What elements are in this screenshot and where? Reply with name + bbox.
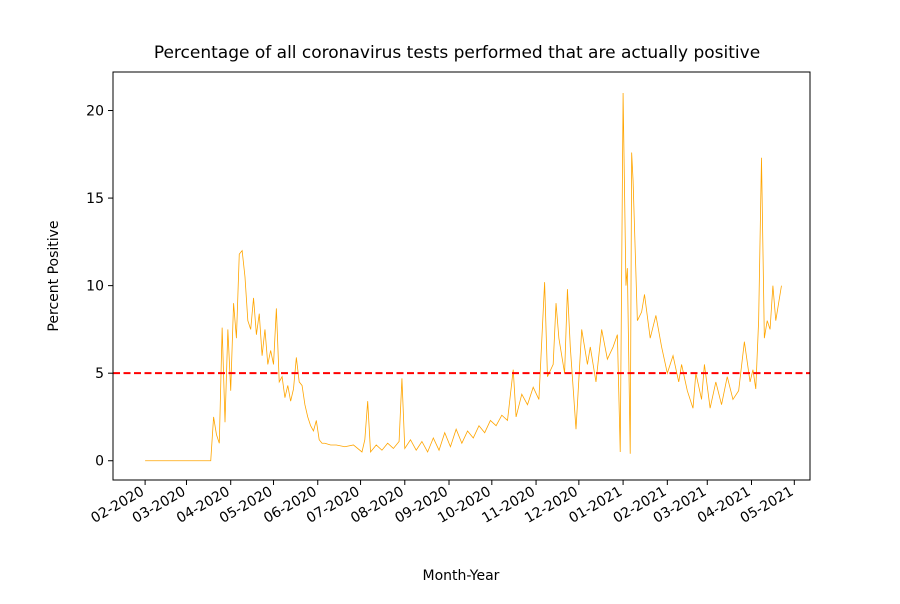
chart-title: Percentage of all coronavirus tests perf… <box>154 43 760 63</box>
y-tick-label: 5 <box>95 366 104 382</box>
y-tick-label: 10 <box>86 279 104 295</box>
y-tick-label: 20 <box>86 104 104 120</box>
y-tick-label: 15 <box>86 191 104 207</box>
x-axis-label: Month-Year <box>423 568 500 584</box>
data-line <box>145 93 782 462</box>
y-axis-label: Percent Positive <box>46 220 62 331</box>
plot-frame <box>112 71 811 481</box>
y-tick-label: 0 <box>95 454 104 470</box>
